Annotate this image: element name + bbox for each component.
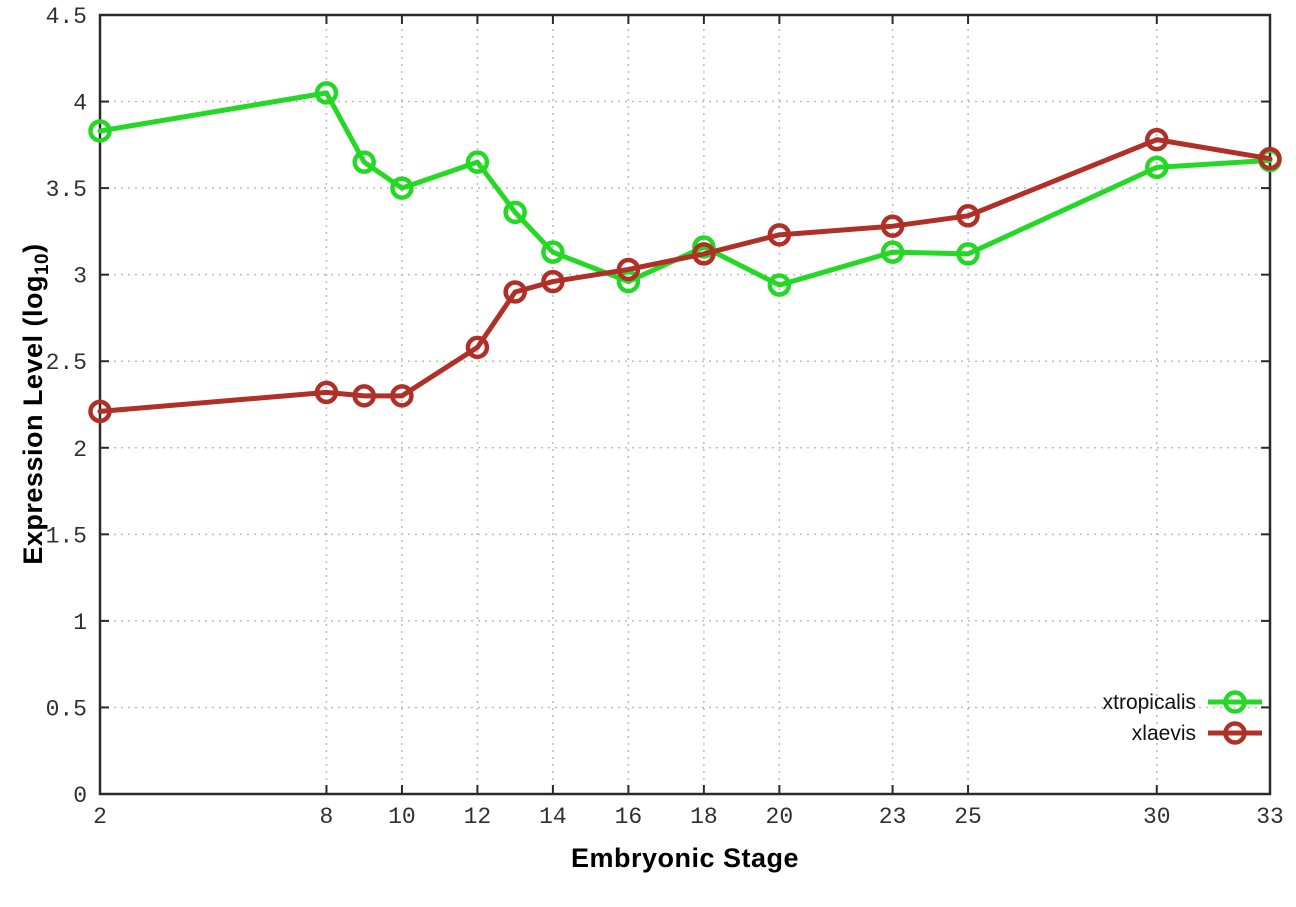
x-tick-label-23: 23 [879,804,907,830]
y-axis-title: Expression Level (log10) [18,243,54,564]
series-xtropicalis-marker-12 [465,150,490,174]
x-tick-label-14: 14 [539,804,567,830]
series-xtropicalis [88,81,1282,297]
x-tick-label-2: 2 [93,804,107,830]
series-xtropicalis-marker-9 [352,150,376,174]
y-tick-label-2: 2 [73,437,87,463]
legend-item-xtropicalis: xtropicalis [1103,689,1262,716]
series-xtropicalis-marker-20 [767,273,792,297]
y-axis-title-subscript: 10 [32,252,54,276]
series-xtropicalis-marker-25 [956,242,980,266]
x-tick-label-33: 33 [1256,804,1284,830]
series-xtropicalis-marker-2 [88,119,112,143]
legend-item-xlaevis: xlaevis [1132,720,1262,747]
series-xlaevis-marker-16 [616,257,641,282]
tick-labels: 2 8 10 12 14 16 18 20 23 25 30 33 0 0.5 1 1.5 2 2.5 3 3.5 4 4… [46,4,1284,830]
y-axis-title-suffix: ) [17,243,48,253]
series-xtropicalis-marker-13 [503,200,527,225]
series-xlaevis-marker-8 [314,380,339,405]
series-xtropicalis-marker-16 [616,269,641,294]
x-tick-label-30: 30 [1143,804,1171,830]
series-xlaevis-marker-33 [1258,146,1282,171]
series-xtropicalis-marker-23 [880,240,905,264]
y-tick-label-2.5: 2.5 [46,350,87,376]
series-xlaevis-line [97,137,1273,414]
y-tick-label-3.5: 3.5 [46,177,87,203]
x-axis-title: Embryonic Stage [570,843,800,873]
series-xlaevis-marker-25 [956,204,980,228]
series-xlaevis-marker-9 [352,384,376,408]
legend-marker-xlaevis-icon [1208,721,1262,745]
series-xlaevis-marker-2 [88,399,112,424]
series-xlaevis-marker-18 [692,242,716,266]
legend-marker-xtropicalis-icon [1208,690,1262,714]
x-tick-label-25: 25 [954,804,982,830]
series-xlaevis-marker-20 [767,223,792,247]
plot-frame [98,13,1272,796]
legend: xtropicalis xlaevis [1103,689,1262,747]
series-xlaevis-marker-23 [880,214,905,238]
series-xlaevis-marker-14 [541,269,565,294]
series-xlaevis-marker-12 [465,335,490,360]
series-xlaevis-marker-10 [390,384,414,408]
series-xtropicalis-marker-14 [541,240,565,264]
y-tick-label-3: 3 [73,264,87,290]
series-xtropicalis-marker-8 [314,81,339,105]
series-xlaevis-marker-13 [503,280,527,304]
x-tick-label-16: 16 [615,804,643,830]
y-tick-label-1: 1 [73,610,87,636]
x-tick-label-20: 20 [766,804,794,830]
y-tick-label-0.5: 0.5 [46,696,87,722]
x-tick-label-10: 10 [388,804,416,830]
y-tick-label-4.5: 4.5 [46,4,87,30]
x-tick-label-12: 12 [464,804,492,830]
y-tick-label-4: 4 [73,91,87,117]
y-axis-title-text: Expression Level (log [17,275,48,565]
series-xtropicalis-marker-18 [692,235,716,259]
x-tick-label-18: 18 [690,804,718,830]
series-xlaevis [88,127,1282,424]
legend-label-xtropicalis: xtropicalis [1102,690,1196,714]
series-xlaevis-marker-30 [1145,127,1169,152]
x-tick-label-8: 8 [320,804,334,830]
y-tick-label-1.5: 1.5 [46,523,87,549]
plot-border [98,13,1272,796]
series-xtropicalis-marker-10 [390,176,414,200]
gridlines [100,15,1270,794]
series-xtropicalis-marker-30 [1145,155,1169,180]
y-tick-label-0: 0 [73,783,87,809]
legend-label-xlaevis: xlaevis [1131,721,1196,745]
